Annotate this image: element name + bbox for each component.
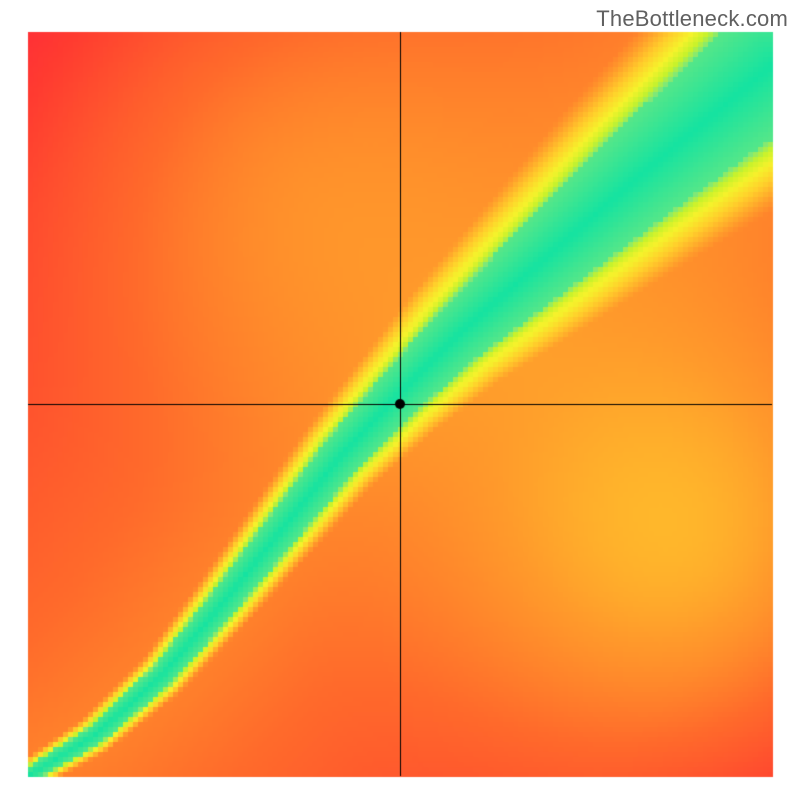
chart-container: TheBottleneck.com bbox=[0, 0, 800, 800]
bottleneck-heatmap bbox=[0, 0, 800, 800]
watermark-text: TheBottleneck.com bbox=[596, 6, 788, 32]
